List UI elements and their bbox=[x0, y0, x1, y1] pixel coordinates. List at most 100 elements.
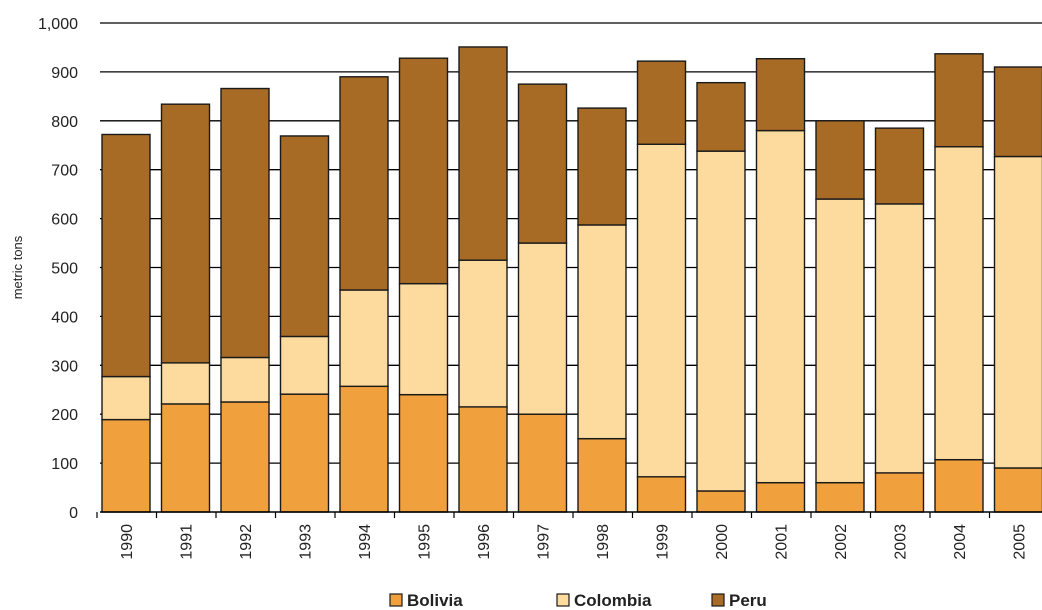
y-tick-label: 0 bbox=[69, 505, 78, 522]
x-tick-label: 2004 bbox=[952, 524, 969, 560]
legend: Bolivia Colombia Peru bbox=[389, 591, 767, 610]
bar-colombia-1998 bbox=[577, 224, 627, 440]
bar-peru-1993 bbox=[279, 135, 330, 338]
y-tick-label: 700 bbox=[51, 163, 78, 180]
bar-bolivia-2005 bbox=[993, 467, 1042, 513]
x-tick-label: 1990 bbox=[119, 524, 136, 560]
x-axis bbox=[96, 511, 1042, 518]
bar-colombia-1996 bbox=[458, 259, 508, 408]
bar-bolivia-2004 bbox=[934, 458, 984, 513]
bar-peru-2001 bbox=[755, 57, 806, 132]
bar-peru-1999 bbox=[636, 60, 687, 145]
bar-bolivia-1991 bbox=[160, 403, 211, 513]
x-tick-label: 2000 bbox=[714, 524, 731, 560]
bar-colombia-2003 bbox=[874, 203, 925, 474]
bar-bolivia-2001 bbox=[755, 481, 806, 513]
x-tick-label: 1997 bbox=[536, 524, 553, 560]
bar-colombia-1997 bbox=[517, 242, 568, 415]
bar-bolivia-1990 bbox=[101, 418, 151, 513]
bar-colombia-1992 bbox=[220, 356, 270, 403]
bar-colombia-1994 bbox=[339, 289, 389, 388]
bar-peru-1998 bbox=[577, 107, 627, 226]
bar-bolivia-1998 bbox=[577, 437, 627, 513]
bar-peru-1994 bbox=[339, 76, 389, 291]
y-tick-label: 400 bbox=[51, 309, 78, 326]
bar-bolivia-1993 bbox=[279, 393, 330, 513]
bar-stack-1999 bbox=[636, 60, 687, 513]
x-tick-label: 2001 bbox=[774, 524, 791, 560]
bar-bolivia-1995 bbox=[398, 393, 449, 513]
y-axis-tick-labels: 0 100 200 300 400 500 600 700 800 900 1,000 bbox=[38, 16, 78, 522]
bar-colombia-2005 bbox=[993, 155, 1042, 469]
bar-stack-1994 bbox=[339, 76, 389, 513]
bar-stack-1992 bbox=[220, 87, 270, 513]
bar-peru-1995 bbox=[398, 57, 449, 285]
x-tick-label: 1994 bbox=[357, 524, 374, 560]
bar-bolivia-2002 bbox=[815, 481, 865, 513]
bar-bolivia-1997 bbox=[517, 413, 568, 513]
bar-stack-2003 bbox=[874, 127, 925, 513]
x-tick-label: 1996 bbox=[476, 524, 493, 560]
bar-bolivia-2003 bbox=[874, 472, 925, 513]
x-tick-label: 1999 bbox=[655, 524, 672, 560]
legend-label-colombia: Colombia bbox=[574, 591, 652, 610]
bar-stack-2001 bbox=[755, 57, 806, 513]
y-tick-label: 600 bbox=[51, 212, 78, 229]
y-tick-label: 900 bbox=[51, 65, 78, 82]
y-tick-label: 300 bbox=[51, 358, 78, 375]
y-tick-label: 800 bbox=[51, 114, 78, 131]
legend-label-peru: Peru bbox=[729, 591, 767, 610]
bar-colombia-1993 bbox=[279, 335, 330, 395]
bar-bolivia-1992 bbox=[220, 401, 270, 513]
bar-peru-1990 bbox=[101, 133, 151, 378]
x-tick-label: 1993 bbox=[298, 524, 315, 560]
bar-peru-1992 bbox=[220, 87, 270, 359]
bar-colombia-1999 bbox=[636, 143, 687, 478]
bar-stack-2004 bbox=[934, 53, 984, 513]
x-tick-label: 2003 bbox=[893, 524, 910, 560]
bar-colombia-1991 bbox=[160, 362, 211, 405]
bar-peru-2005 bbox=[993, 66, 1042, 158]
bar-colombia-2001 bbox=[755, 129, 806, 484]
bar-colombia-2004 bbox=[934, 146, 984, 461]
y-tick-label: 500 bbox=[51, 261, 78, 278]
bar-stack-1995 bbox=[398, 57, 449, 513]
bar-stack-1998 bbox=[577, 107, 627, 513]
x-axis-tick-labels: 1990 1991 1992 1993 1994 1995 1996 1997 1998 1999… bbox=[119, 524, 1029, 560]
bar-stack-2005 bbox=[993, 66, 1042, 513]
x-tick-label: 1998 bbox=[595, 524, 612, 560]
bar-peru-2003 bbox=[874, 127, 925, 205]
legend-label-bolivia: Bolivia bbox=[407, 591, 463, 610]
bar-colombia-1990 bbox=[101, 375, 151, 421]
x-tick-label: 1992 bbox=[238, 524, 255, 560]
y-tick-label: 100 bbox=[51, 456, 78, 473]
bar-peru-2004 bbox=[934, 53, 984, 148]
bar-peru-2002 bbox=[815, 120, 865, 200]
y-axis-label: metric tons bbox=[10, 235, 25, 299]
bar-peru-2000 bbox=[696, 81, 746, 152]
x-tick-label: 2002 bbox=[833, 524, 850, 560]
x-tick-label: 1995 bbox=[417, 524, 434, 560]
y-tick-label: 200 bbox=[51, 407, 78, 424]
legend-swatch-peru bbox=[711, 593, 725, 607]
x-tick-label: 2005 bbox=[1012, 524, 1029, 560]
bar-bolivia-2000 bbox=[696, 490, 746, 513]
bar-peru-1997 bbox=[517, 83, 568, 244]
legend-swatch-bolivia bbox=[389, 593, 403, 607]
x-tick-label: 1991 bbox=[179, 524, 196, 560]
bars bbox=[101, 46, 1042, 513]
bar-bolivia-1996 bbox=[458, 406, 508, 513]
bar-stack-1996 bbox=[458, 46, 508, 513]
bar-peru-1991 bbox=[160, 103, 211, 364]
bar-stack-1997 bbox=[517, 83, 568, 513]
bar-stack-2002 bbox=[815, 120, 865, 513]
legend-swatch-colombia bbox=[556, 593, 570, 607]
bar-colombia-2002 bbox=[815, 198, 865, 484]
bar-bolivia-1994 bbox=[339, 385, 389, 513]
bar-colombia-1995 bbox=[398, 282, 449, 396]
bar-stack-2000 bbox=[696, 81, 746, 513]
bar-peru-1996 bbox=[458, 46, 508, 261]
y-tick-label: 1,000 bbox=[38, 16, 78, 33]
bar-stack-1991 bbox=[160, 103, 211, 513]
